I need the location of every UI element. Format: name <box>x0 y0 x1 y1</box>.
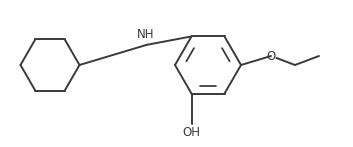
Text: O: O <box>267 50 276 62</box>
Text: NH: NH <box>137 28 155 41</box>
Text: OH: OH <box>183 126 201 139</box>
